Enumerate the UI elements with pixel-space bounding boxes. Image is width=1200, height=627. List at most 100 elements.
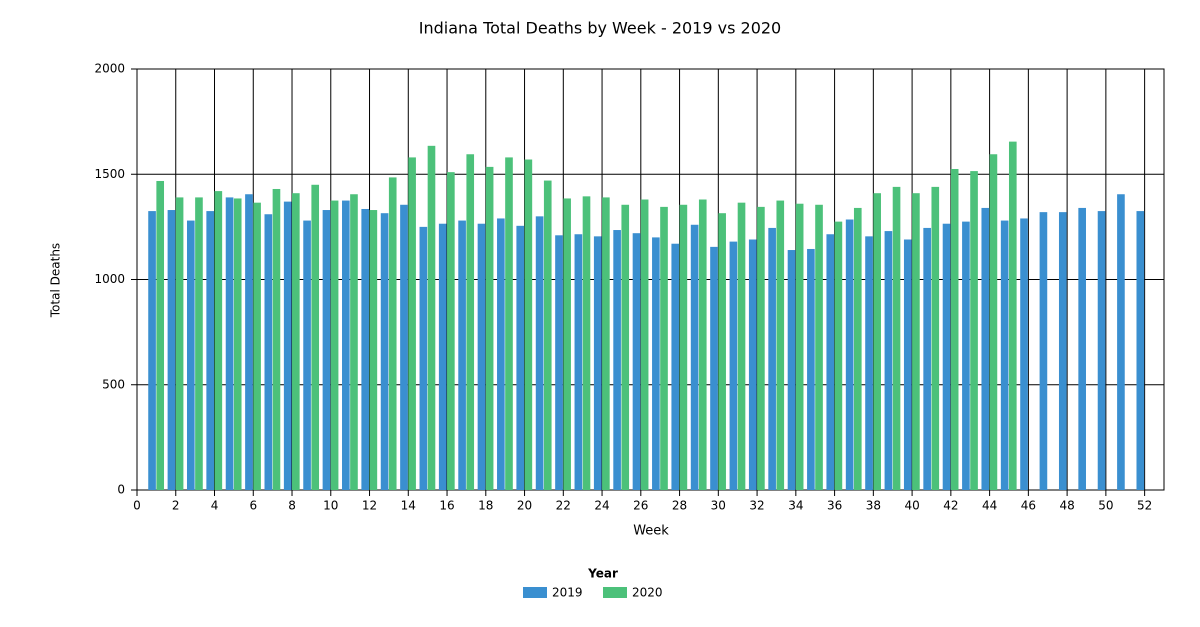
bar xyxy=(834,221,843,491)
y-tick-label: 2000 xyxy=(94,62,125,76)
bar xyxy=(195,197,203,490)
bar xyxy=(156,180,165,490)
x-tick-label: 18 xyxy=(478,499,493,513)
x-tick-label: 32 xyxy=(749,499,764,513)
bar xyxy=(776,200,785,490)
bar xyxy=(245,194,253,490)
bar xyxy=(419,226,428,490)
bar xyxy=(175,197,184,490)
legend-label: 2019 xyxy=(552,586,583,600)
x-tick-label: 50 xyxy=(1098,499,1113,513)
bar xyxy=(613,230,621,490)
bar xyxy=(652,237,660,490)
bar xyxy=(148,211,156,490)
bar xyxy=(555,235,563,490)
bar xyxy=(989,154,998,490)
bar xyxy=(206,211,215,490)
y-tick-label: 1500 xyxy=(94,167,125,181)
bar xyxy=(865,236,873,490)
bar xyxy=(690,224,699,490)
bar xyxy=(632,233,641,490)
x-tick-label: 14 xyxy=(401,499,416,513)
bar xyxy=(1058,212,1067,490)
x-tick-label: 48 xyxy=(1059,499,1074,513)
bar xyxy=(535,216,544,490)
bar xyxy=(214,191,223,490)
bar xyxy=(826,234,835,490)
bar xyxy=(950,168,959,491)
y-tick-label: 500 xyxy=(102,377,125,391)
bar xyxy=(981,207,990,490)
bar xyxy=(225,197,234,490)
bar xyxy=(710,246,718,490)
bar xyxy=(408,157,416,490)
bar xyxy=(458,220,466,490)
bar xyxy=(923,227,931,491)
bar xyxy=(311,184,320,490)
bar xyxy=(388,177,397,490)
bar xyxy=(1136,211,1145,490)
bar xyxy=(342,200,350,490)
bar xyxy=(283,201,292,491)
x-tick-label: 4 xyxy=(211,499,219,513)
bar xyxy=(264,214,273,490)
x-tick-label: 20 xyxy=(517,499,532,513)
bar xyxy=(574,234,583,490)
x-tick-label: 22 xyxy=(556,499,571,513)
bar xyxy=(602,197,610,490)
bar xyxy=(516,225,525,490)
legend-title: Year xyxy=(587,567,618,581)
bar xyxy=(795,203,804,490)
x-tick-label: 26 xyxy=(633,499,648,513)
bar xyxy=(543,180,552,490)
bar xyxy=(748,239,757,490)
bar xyxy=(400,204,408,490)
bar xyxy=(757,206,765,490)
legend-swatch xyxy=(603,587,627,598)
x-tick-label: 52 xyxy=(1137,499,1152,513)
bar xyxy=(1008,141,1017,490)
x-tick-label: 34 xyxy=(788,499,803,513)
bar xyxy=(186,220,195,490)
bar xyxy=(438,223,447,490)
bar xyxy=(233,198,242,490)
x-tick-label: 36 xyxy=(827,499,842,513)
bar xyxy=(671,243,680,490)
x-tick-label: 16 xyxy=(439,499,454,513)
x-tick-label: 6 xyxy=(249,499,257,513)
bar xyxy=(807,248,815,490)
bar xyxy=(903,239,912,490)
bar xyxy=(477,223,486,490)
bar xyxy=(815,204,823,490)
bar xyxy=(167,210,176,490)
chart-title: Indiana Total Deaths by Week - 2019 vs 2… xyxy=(419,19,781,38)
bar xyxy=(505,157,513,490)
x-tick-label: 8 xyxy=(288,499,296,513)
bar xyxy=(873,193,881,490)
x-tick-label: 0 xyxy=(133,499,141,513)
bar xyxy=(447,172,455,490)
x-tick-label: 28 xyxy=(672,499,687,513)
bar xyxy=(272,188,281,491)
bar xyxy=(497,218,505,490)
bar xyxy=(1078,207,1086,490)
bar xyxy=(1117,194,1125,490)
bar xyxy=(563,198,571,490)
bar xyxy=(931,186,940,490)
bar xyxy=(322,210,331,490)
bar xyxy=(380,213,389,490)
bar xyxy=(1020,218,1028,490)
x-axis-label: Week xyxy=(633,524,669,539)
x-tick-label: 10 xyxy=(323,499,338,513)
bar xyxy=(640,199,649,490)
x-tick-label: 2 xyxy=(172,499,180,513)
bar xyxy=(593,236,602,490)
y-axis-label: Total Deaths xyxy=(49,243,63,318)
legend-swatch xyxy=(523,587,547,598)
bar xyxy=(853,207,862,490)
bar xyxy=(350,194,358,490)
bar xyxy=(427,145,436,490)
bar xyxy=(942,223,951,490)
bar xyxy=(845,219,854,490)
